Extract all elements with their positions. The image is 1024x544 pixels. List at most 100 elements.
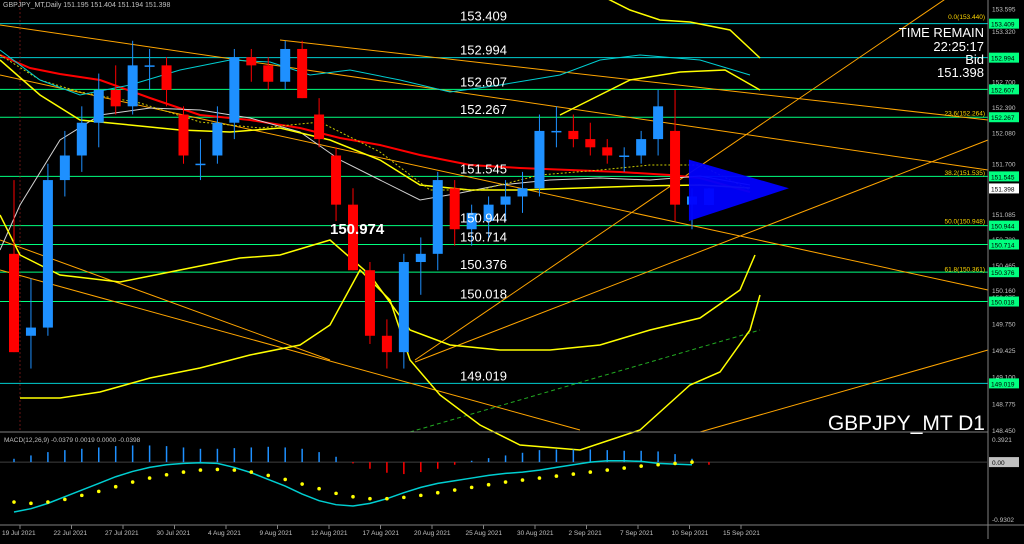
price-tag-label: 151.545 <box>991 174 1015 181</box>
symbol-info: GBPJPY_MT,Daily 151.195 151.404 151.194 … <box>3 2 170 9</box>
ma-yellow-top <box>608 0 761 59</box>
macd-signal-dot <box>63 497 67 502</box>
candle-body <box>432 180 443 254</box>
macd-signal-dot <box>80 493 84 498</box>
candle-body <box>263 65 274 82</box>
price-tag-label: 153.409 <box>991 22 1015 29</box>
macd-signal-dot <box>656 462 660 467</box>
time-label: 12 Aug 2021 <box>311 530 348 537</box>
macd-signal-dot <box>130 480 135 484</box>
time-label: 9 Aug 2021 <box>260 530 293 537</box>
candle-body <box>93 89 104 123</box>
level-label: 152.267 <box>460 102 507 117</box>
candle-body <box>534 130 545 189</box>
price-tick: 149.100 <box>992 375 1016 382</box>
bid-value: 151.398 <box>937 65 984 80</box>
trendline <box>0 74 989 291</box>
macd-signal-dot <box>690 460 694 464</box>
fibo-label: 61.8(150.361) <box>945 266 985 273</box>
macd-signal-dot <box>520 478 525 482</box>
price-tick: 153.320 <box>992 29 1016 36</box>
level-label: 150.018 <box>460 287 507 302</box>
candle-body <box>670 130 681 205</box>
price-tick: 150.160 <box>992 288 1016 295</box>
candle-body <box>314 114 325 140</box>
candle-body <box>602 147 613 156</box>
price-tick: 152.080 <box>992 131 1016 138</box>
candle-body <box>76 122 87 156</box>
time-label: 27 Jul 2021 <box>105 530 139 537</box>
price-tick: 153.595 <box>992 6 1016 13</box>
macd-tick: 0.3921 <box>992 437 1012 444</box>
candle-body <box>636 139 647 156</box>
trendline <box>0 269 581 431</box>
level-price-tag <box>989 112 1019 123</box>
time-label: 30 Aug 2021 <box>517 530 554 537</box>
time-label: 15 Sep 2021 <box>723 530 760 537</box>
candle-body <box>466 212 477 230</box>
candle-body <box>9 253 19 353</box>
macd-signal-dot <box>537 476 542 480</box>
macd-line <box>13 460 693 513</box>
level-price-tag <box>989 378 1019 389</box>
macd-signal-dot <box>486 482 491 487</box>
level-label: 151.545 <box>460 161 507 176</box>
candle-body <box>59 155 70 181</box>
time-label: 19 Jul 2021 <box>2 530 36 537</box>
level-price-tag <box>989 52 1019 63</box>
macd-signal-dot <box>249 470 254 474</box>
level-label: 150.944 <box>460 211 507 226</box>
price-tick: 151.700 <box>992 162 1016 169</box>
candle-body <box>449 188 460 230</box>
level-label: 153.409 <box>460 9 507 24</box>
candle-body <box>127 65 138 107</box>
macd-signal-dot <box>232 468 237 472</box>
candle-body <box>568 130 579 140</box>
macd-signal-dot <box>385 496 389 501</box>
level-price-tag <box>989 84 1019 95</box>
ma-yellow-upper <box>559 69 761 116</box>
macd-signal-dot <box>283 477 288 482</box>
candle-body <box>415 253 426 263</box>
pivot-triangle <box>688 159 789 222</box>
macd-signal-dot <box>12 500 16 504</box>
candle-body <box>483 204 494 222</box>
candle-body <box>297 48 308 99</box>
candle-body <box>246 57 257 66</box>
macd-signal-dot <box>435 490 440 495</box>
candle-body <box>398 262 409 353</box>
fibo-label: 0.0(153.440) <box>948 14 985 21</box>
price-tick: 150.465 <box>992 263 1016 270</box>
bid-price-tag <box>989 183 1019 194</box>
macd-signal-dot <box>469 485 474 490</box>
price-tick: 152.700 <box>992 80 1016 87</box>
fibo-labels: 0.0(153.440) 23.6(152.264) 38.2(151.535) 50… <box>945 14 985 273</box>
macd-signal-dot <box>164 472 169 477</box>
ma-cyan <box>0 49 751 96</box>
macd-signal-dot <box>503 480 508 484</box>
price-tick: 151.085 <box>992 212 1016 219</box>
macd-signal-dot <box>334 491 338 496</box>
price-tag-label: 150.376 <box>991 270 1015 277</box>
time-label: 25 Aug 2021 <box>466 530 503 537</box>
price-tick: 148.450 <box>992 428 1016 435</box>
macd-signal-dot <box>402 495 406 500</box>
ma-yellow-low <box>0 214 756 351</box>
candle-body <box>551 130 562 133</box>
macd-signal-dot <box>622 466 626 470</box>
trendline <box>0 239 331 361</box>
candle-body <box>348 204 358 271</box>
candle-body <box>500 196 511 205</box>
macd-signal-dot <box>96 489 101 494</box>
price-tag-label: 151.398 <box>991 186 1015 193</box>
time-remain-label: TIME REMAIN <box>899 25 984 40</box>
candle-body <box>212 122 223 156</box>
bid-label: Bid <box>965 52 984 67</box>
macd-title: MACD(12,26,9) -0.0379 0.0019 0.0000 -0.0… <box>4 437 141 444</box>
level-price-tag <box>989 171 1019 182</box>
symbol-watermark: GBPJPY_MT D1 <box>828 412 985 435</box>
fibo-label: 38.2(151.535) <box>945 170 985 177</box>
fibo-label: 50.0(150.948) <box>945 218 985 225</box>
